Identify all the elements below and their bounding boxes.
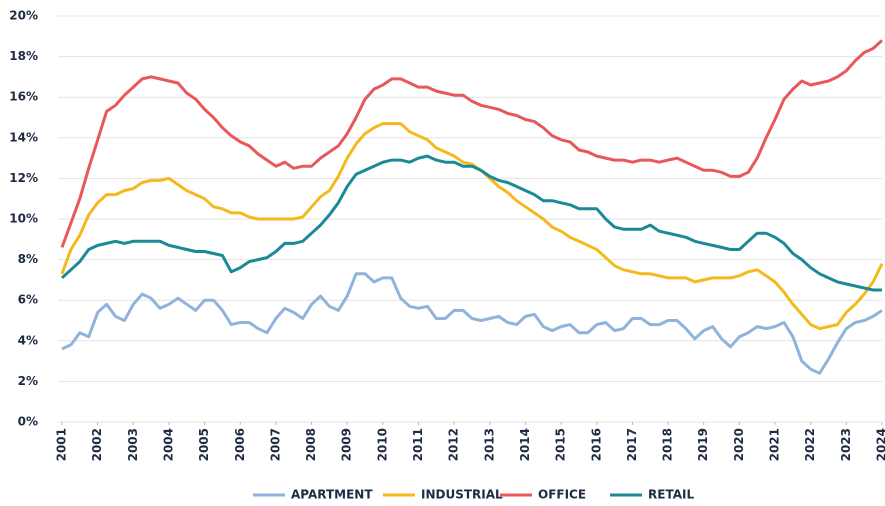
y-tick-label: 8% bbox=[18, 252, 38, 266]
y-tick-label: 6% bbox=[18, 293, 38, 307]
x-tick-label: 2023 bbox=[839, 428, 853, 461]
y-tick-label: 10% bbox=[9, 212, 38, 226]
x-tick-label: 2015 bbox=[554, 428, 568, 461]
x-tick-label: 2012 bbox=[447, 428, 461, 461]
x-tick-label: 2001 bbox=[55, 428, 69, 461]
y-tick-label: 14% bbox=[9, 130, 38, 144]
x-tick-label: 2002 bbox=[90, 428, 104, 461]
x-tick-label: 2019 bbox=[696, 428, 710, 461]
x-tick-label: 2013 bbox=[482, 428, 496, 461]
x-tick-label: 2007 bbox=[268, 428, 282, 461]
x-tick-label: 2016 bbox=[589, 428, 603, 461]
x-tick-label: 2004 bbox=[161, 428, 175, 461]
x-tick-label: 2010 bbox=[375, 428, 389, 461]
y-tick-label: 18% bbox=[9, 49, 38, 63]
series-line bbox=[60, 39, 884, 248]
x-tick-label: 2011 bbox=[411, 428, 425, 461]
x-tick-label: 2003 bbox=[126, 428, 140, 461]
y-tick-label: 4% bbox=[18, 333, 38, 347]
legend-label: OFFICE bbox=[538, 488, 586, 502]
series-line bbox=[60, 154, 882, 292]
x-tick-label: 2024 bbox=[875, 428, 885, 461]
x-tick-label: 2020 bbox=[732, 428, 746, 461]
legend-label: INDUSTRIAL bbox=[421, 488, 503, 502]
series-line bbox=[61, 272, 883, 375]
y-tick-label: 0% bbox=[18, 415, 38, 429]
legend-label: APARTMENT bbox=[291, 488, 373, 502]
x-tick-label: 2014 bbox=[518, 428, 532, 461]
x-tick-label: 2018 bbox=[661, 428, 675, 461]
x-tick-label: 2008 bbox=[304, 428, 318, 461]
x-tick-label: 2006 bbox=[233, 428, 247, 461]
x-tick-label: 2021 bbox=[768, 428, 782, 461]
x-tick-label: 2022 bbox=[803, 428, 817, 461]
x-tick-label: 2017 bbox=[625, 428, 639, 461]
x-tick-label: 2005 bbox=[197, 428, 211, 461]
y-tick-label: 2% bbox=[18, 374, 38, 388]
series-line bbox=[60, 122, 884, 331]
legend-label: RETAIL bbox=[648, 488, 694, 502]
y-tick-label: 20% bbox=[9, 9, 38, 23]
x-tick-label: 2009 bbox=[340, 428, 354, 461]
y-tick-label: 12% bbox=[9, 171, 38, 185]
y-tick-label: 16% bbox=[9, 90, 38, 104]
